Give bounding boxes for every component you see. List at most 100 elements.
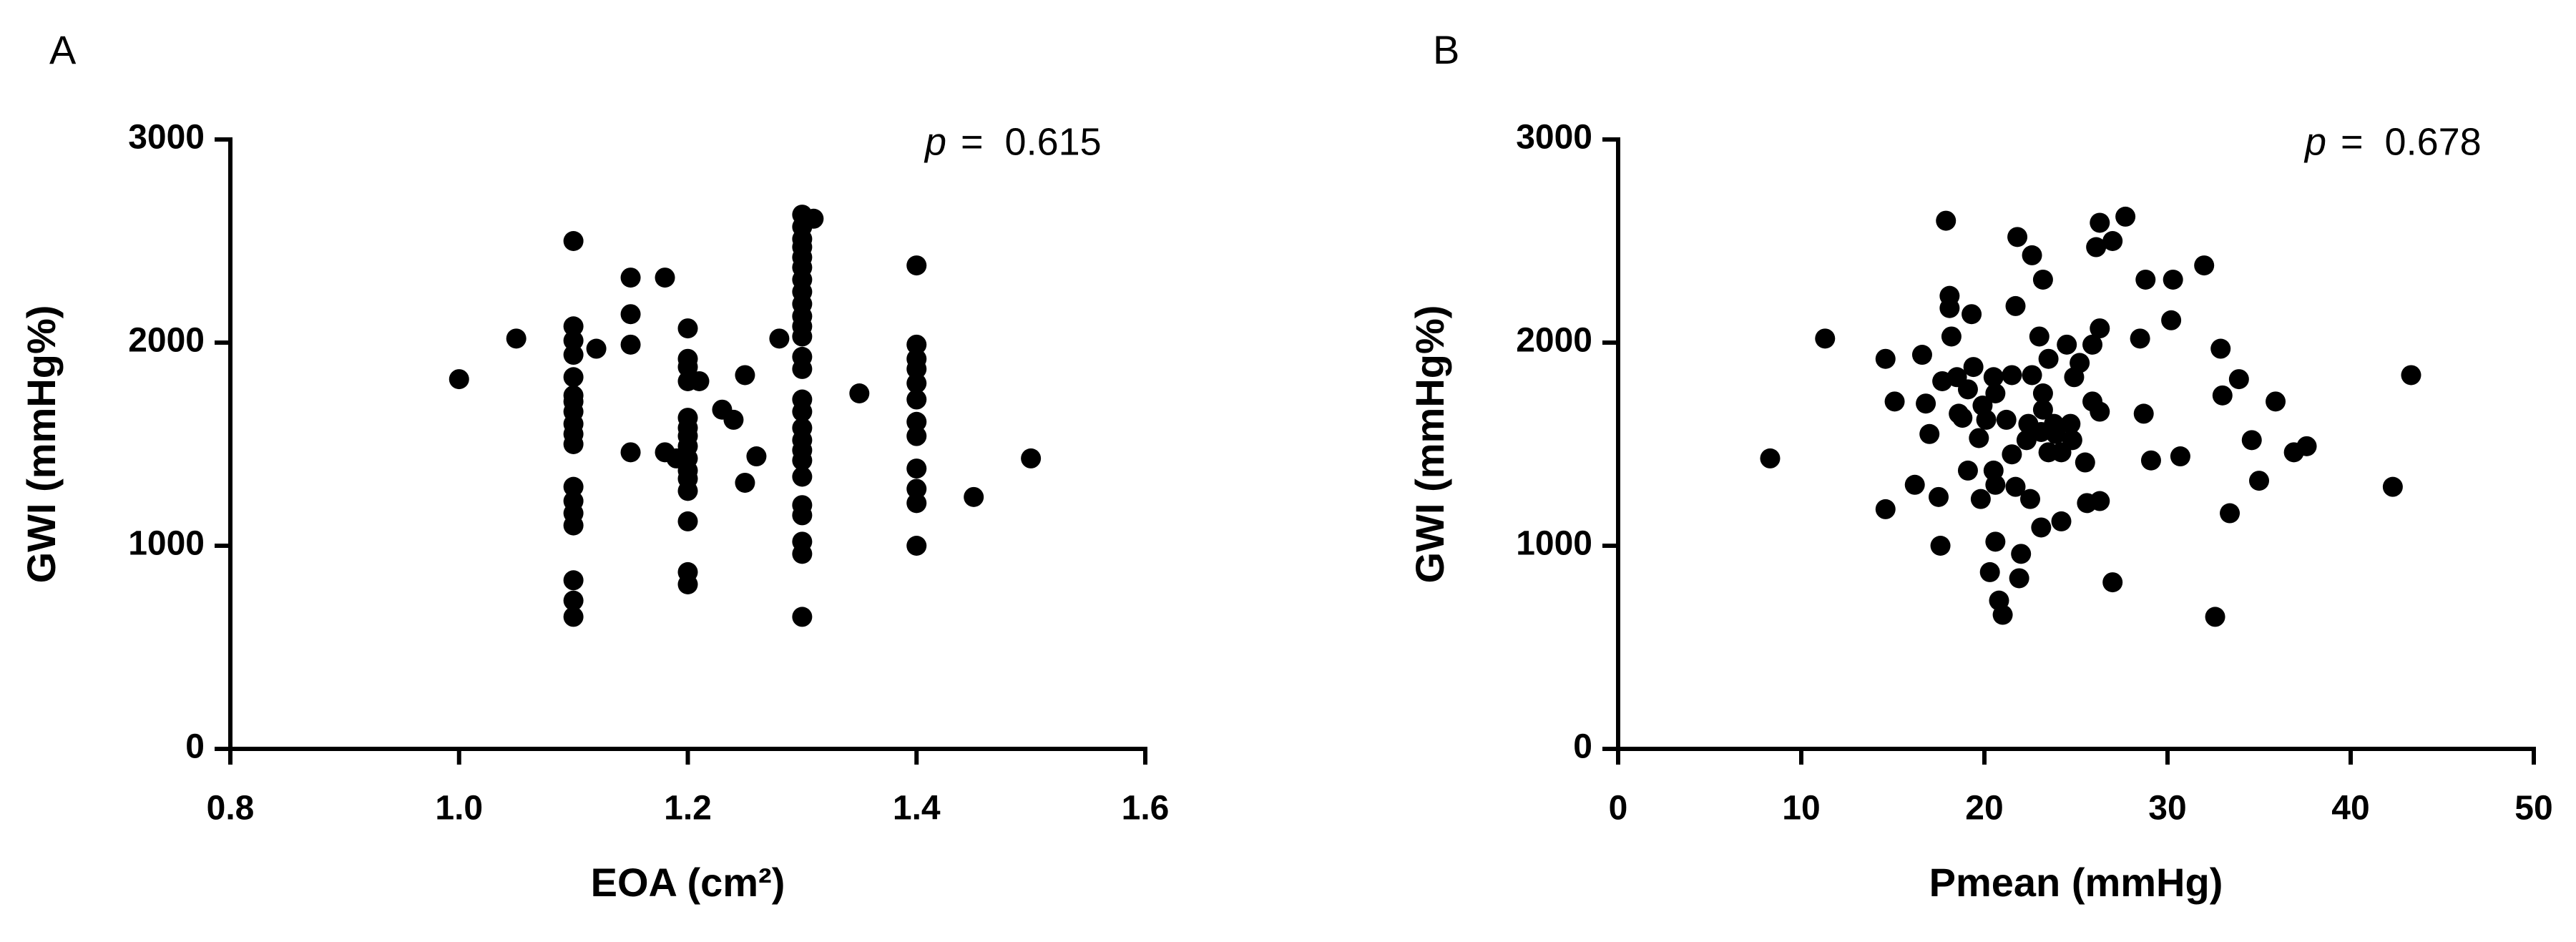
data-point [1957,460,1978,481]
data-point [1992,604,2013,625]
data-point [792,326,813,347]
y-tick-label: 3000 [1516,119,1592,157]
y-tick-label: 3000 [128,119,205,157]
data-point [2007,227,2028,247]
data-point [1911,345,1932,365]
data-point [2205,607,2225,627]
data-point [563,476,584,497]
data-point [2032,269,2053,290]
data-point [2220,503,2240,524]
data-point [792,466,813,487]
y-tick-label: 1000 [128,525,205,563]
data-point [2086,237,2107,257]
x-tick-label: 40 [2331,790,2369,828]
data-point [2296,436,2317,456]
y-tick-label: 0 [185,728,205,766]
x-tick-label: 1.2 [664,790,712,828]
data-point [2060,413,2081,434]
data-point [1930,536,1951,556]
data-point [1996,409,2017,430]
data-point [1875,499,1896,519]
data-point [563,607,584,627]
data-point [792,401,813,422]
p-symbol: p [2303,120,2326,163]
x-tick-label: 0 [1609,790,1628,828]
data-point [906,373,927,393]
x-tick-label: 1.0 [435,790,483,828]
data-point [563,316,584,337]
data-point [2130,328,2150,349]
data-point [2022,365,2042,386]
data-point [563,231,584,251]
data-point [2140,450,2161,471]
y-axis-title: GWI (mmHg%) [1407,305,1452,584]
data-point [689,371,710,391]
data-point [563,434,584,454]
x-tick-label: 0.8 [207,790,255,828]
data-point [1916,393,1936,414]
data-point [2038,348,2059,369]
data-point [906,255,927,276]
data-point [964,486,984,507]
data-point [792,505,813,526]
data-point [2002,444,2022,465]
data-point [563,590,584,611]
data-point [2020,489,2040,509]
data-point [2090,212,2110,233]
x-axis-title: EOA (cm²) [591,860,785,905]
data-point [2029,326,2049,347]
data-point [906,334,927,355]
data-point [563,570,584,591]
data-point [769,328,790,349]
data-point [1952,408,1973,428]
data-point [2161,310,2182,330]
data-point [1985,383,2006,403]
data-point [2102,572,2123,593]
data-point [1929,486,1949,507]
data-point [906,389,927,410]
data-point [723,409,744,430]
data-point [1941,326,1962,347]
data-point [563,345,584,365]
data-point [2241,430,2262,451]
data-point [2163,269,2183,290]
data-point [1875,348,1896,369]
data-point [906,411,927,432]
y-tick-label: 2000 [1516,322,1592,360]
data-point [2194,255,2215,276]
y-tick-label: 1000 [1516,525,1592,563]
data-point [1760,448,1781,468]
data-point [2011,544,2032,564]
data-point [2070,353,2090,373]
data-point [2022,245,2042,265]
data-point [2032,383,2053,403]
data-point [746,446,767,467]
data-point [2170,446,2190,467]
data-point [1979,561,2000,582]
data-point [2062,430,2082,451]
panel-label: A [49,27,77,72]
data-point [677,511,698,531]
data-point [803,208,824,229]
data-point [2090,318,2110,339]
p-value: = 0.678 [2341,120,2482,163]
data-point [906,493,927,514]
data-point [586,338,607,359]
data-point [620,268,641,288]
data-point [1957,379,1978,400]
data-point [2051,511,2072,531]
data-point [2005,476,2026,497]
data-point [2005,295,2026,316]
data-point [2009,568,2029,589]
panel-label: B [1433,27,1459,72]
data-point [677,318,698,339]
data-point [563,330,584,351]
data-point [655,268,675,288]
data-point [1904,474,1925,495]
data-point [2090,491,2110,511]
data-point [906,479,927,499]
data-point [620,334,641,355]
data-point [2031,517,2052,538]
data-point [2075,452,2095,473]
data-point [2382,476,2403,497]
